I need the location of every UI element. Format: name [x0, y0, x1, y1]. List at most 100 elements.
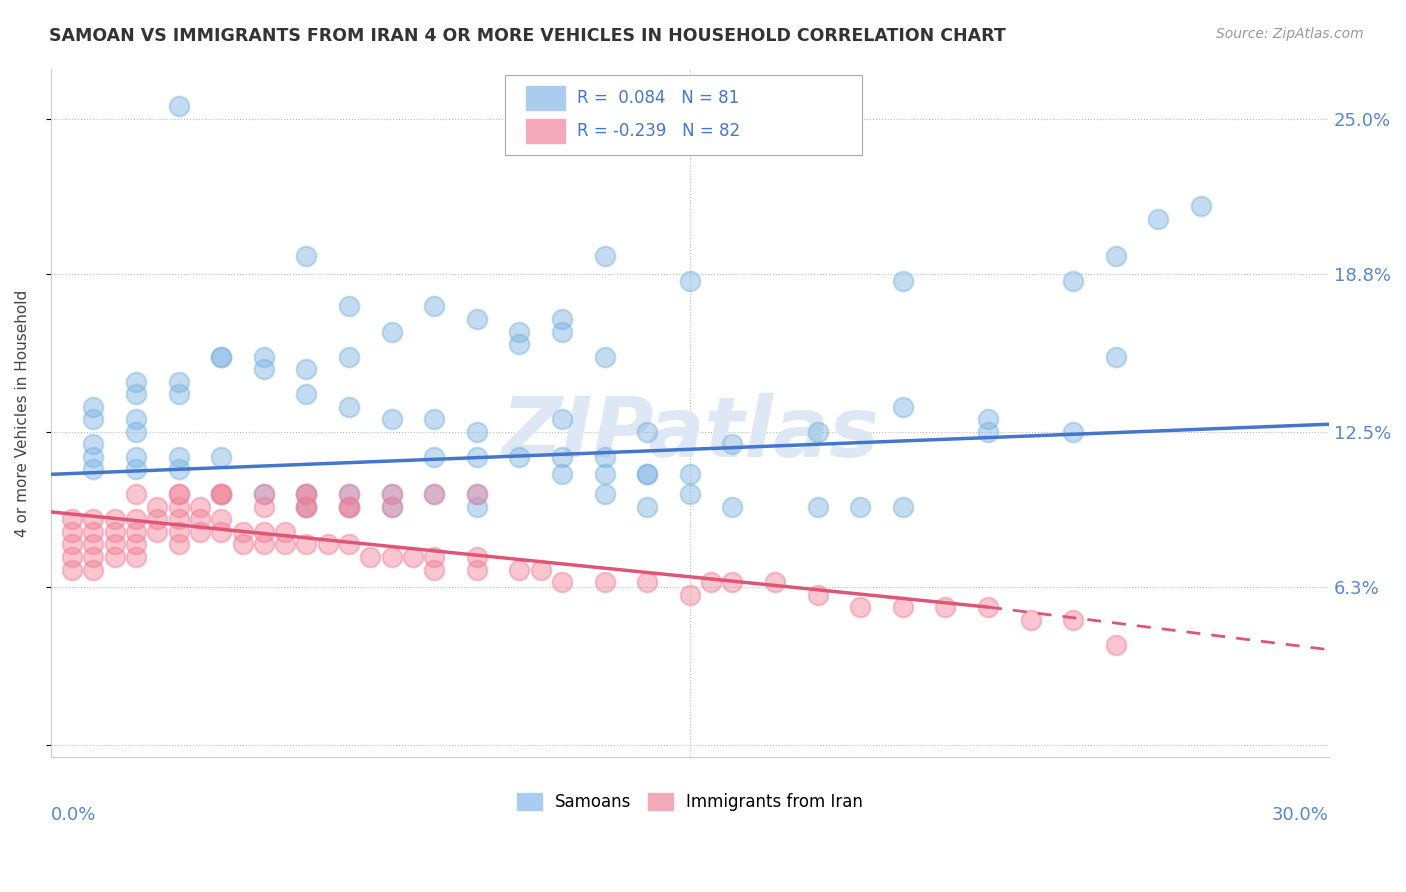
Point	[679, 588, 702, 602]
Point	[465, 312, 488, 326]
Point	[423, 549, 446, 564]
Point	[167, 500, 190, 514]
Point	[295, 487, 318, 501]
Point	[1019, 613, 1042, 627]
Point	[679, 275, 702, 289]
Point	[381, 549, 404, 564]
Point	[60, 512, 83, 526]
Point	[1189, 199, 1212, 213]
Text: 0.0%: 0.0%	[51, 805, 96, 823]
Point	[891, 275, 914, 289]
Text: SAMOAN VS IMMIGRANTS FROM IRAN 4 OR MORE VEHICLES IN HOUSEHOLD CORRELATION CHART: SAMOAN VS IMMIGRANTS FROM IRAN 4 OR MORE…	[49, 27, 1005, 45]
Point	[1105, 638, 1128, 652]
Point	[209, 487, 232, 501]
Point	[167, 375, 190, 389]
Point	[295, 362, 318, 376]
Point	[593, 450, 616, 464]
Point	[295, 487, 318, 501]
Point	[82, 462, 104, 476]
Point	[60, 562, 83, 576]
Point	[593, 350, 616, 364]
Point	[125, 412, 148, 426]
Point	[721, 575, 744, 590]
Legend: Samoans, Immigrants from Iran: Samoans, Immigrants from Iran	[510, 787, 870, 818]
Point	[125, 549, 148, 564]
Point	[381, 325, 404, 339]
Point	[551, 412, 574, 426]
Point	[209, 350, 232, 364]
Point	[763, 575, 786, 590]
Point	[423, 412, 446, 426]
Point	[82, 400, 104, 414]
Point	[295, 487, 318, 501]
Text: R = -0.239   N = 82: R = -0.239 N = 82	[578, 121, 741, 139]
Point	[508, 337, 530, 351]
Point	[508, 562, 530, 576]
Point	[359, 549, 381, 564]
Point	[636, 467, 658, 482]
Point	[551, 450, 574, 464]
Point	[977, 412, 1000, 426]
Point	[465, 549, 488, 564]
Point	[167, 487, 190, 501]
Point	[82, 437, 104, 451]
Point	[104, 549, 127, 564]
Point	[551, 325, 574, 339]
Point	[167, 99, 190, 113]
Text: R =  0.084   N = 81: R = 0.084 N = 81	[578, 89, 740, 107]
Text: ZIPatlas: ZIPatlas	[501, 393, 879, 475]
Point	[1062, 275, 1084, 289]
Point	[295, 500, 318, 514]
Point	[337, 400, 360, 414]
Point	[337, 500, 360, 514]
Point	[125, 462, 148, 476]
Point	[593, 249, 616, 263]
Point	[891, 600, 914, 615]
Bar	[526, 86, 565, 110]
Point	[721, 500, 744, 514]
Point	[253, 537, 276, 551]
Point	[125, 387, 148, 401]
Point	[104, 537, 127, 551]
Point	[125, 487, 148, 501]
Point	[125, 537, 148, 551]
Point	[381, 487, 404, 501]
Point	[188, 500, 211, 514]
Point	[188, 512, 211, 526]
Point	[551, 575, 574, 590]
Text: 30.0%: 30.0%	[1272, 805, 1329, 823]
Point	[551, 467, 574, 482]
Point	[104, 512, 127, 526]
Point	[316, 537, 339, 551]
Point	[423, 562, 446, 576]
Point	[1062, 613, 1084, 627]
Point	[679, 487, 702, 501]
Point	[849, 500, 872, 514]
Point	[423, 300, 446, 314]
Point	[188, 524, 211, 539]
Point	[337, 487, 360, 501]
Point	[465, 500, 488, 514]
Point	[209, 450, 232, 464]
Point	[125, 375, 148, 389]
Point	[465, 450, 488, 464]
Point	[60, 524, 83, 539]
Point	[381, 487, 404, 501]
Y-axis label: 4 or more Vehicles in Household: 4 or more Vehicles in Household	[15, 289, 30, 537]
Point	[423, 487, 446, 501]
Point	[934, 600, 956, 615]
Point	[232, 537, 254, 551]
Point	[295, 537, 318, 551]
Point	[104, 524, 127, 539]
Point	[253, 350, 276, 364]
Point	[167, 387, 190, 401]
Point	[82, 450, 104, 464]
Point	[402, 549, 425, 564]
Point	[253, 487, 276, 501]
Point	[82, 537, 104, 551]
Point	[82, 562, 104, 576]
Point	[209, 487, 232, 501]
FancyBboxPatch shape	[505, 76, 862, 154]
Point	[636, 500, 658, 514]
Point	[508, 450, 530, 464]
